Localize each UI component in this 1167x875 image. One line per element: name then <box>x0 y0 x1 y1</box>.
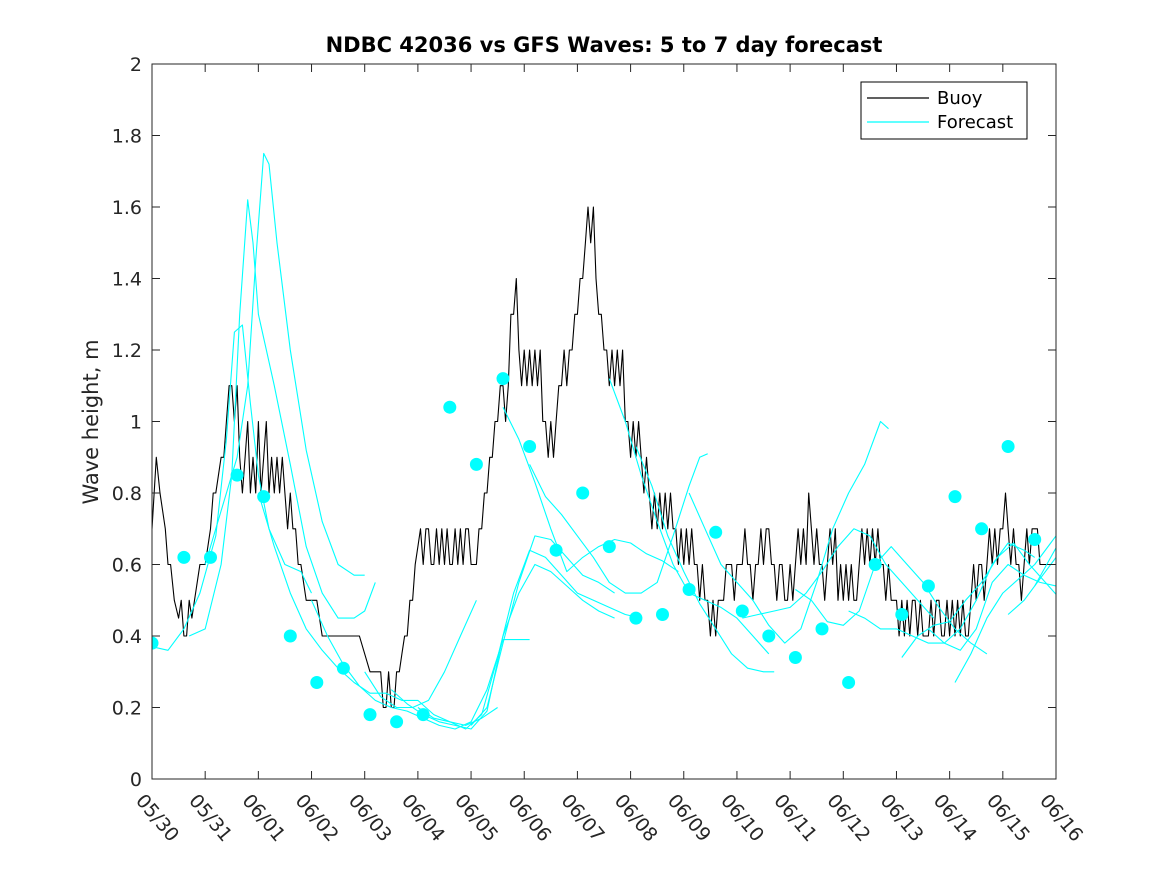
forecast-series-line-12 <box>635 446 775 673</box>
forecast-marker-20 <box>682 583 696 596</box>
forecast-marker-6 <box>310 676 324 689</box>
forecast-marker-27 <box>868 558 882 571</box>
y-tick-label: 0.4 <box>112 626 142 648</box>
buoy-series-line <box>152 206 1056 709</box>
y-tick-label: 1.2 <box>112 340 142 362</box>
y-axis-label: Wave height, m <box>79 339 103 504</box>
forecast-series-line-2 <box>204 152 365 576</box>
y-tick-label: 0.8 <box>112 483 142 505</box>
forecast-marker-11 <box>443 400 457 414</box>
forecast-marker-10 <box>416 708 430 722</box>
forecast-marker-3 <box>230 468 244 482</box>
forecast-marker-13 <box>496 372 510 386</box>
forecast-marker-21 <box>709 525 723 539</box>
forecast-marker-33 <box>1028 533 1042 546</box>
forecast-marker-24 <box>788 651 802 664</box>
forecast-marker-22 <box>735 604 749 618</box>
forecast-marker-16 <box>576 486 590 500</box>
forecast-marker-30 <box>948 490 962 504</box>
forecast-series-line-13 <box>688 420 889 644</box>
forecast-marker-4 <box>257 490 271 504</box>
chart-title: NDBC 42036 vs GFS Waves: 5 to 7 day fore… <box>326 33 883 57</box>
y-tick-label: 0.6 <box>112 555 142 577</box>
y-tick-label: 0 <box>130 769 142 791</box>
legend-box <box>860 81 1028 140</box>
forecast-marker-19 <box>656 608 669 621</box>
forecast-marker-2 <box>204 550 217 564</box>
forecast-marker-5 <box>283 629 297 643</box>
forecast-series-line-1 <box>188 199 376 637</box>
forecast-series-line-10 <box>529 453 708 594</box>
y-tick-label: 1.8 <box>112 126 142 148</box>
forecast-marker-8 <box>363 708 377 722</box>
forecast-marker-28 <box>895 608 909 621</box>
forecast-marker-23 <box>762 629 776 643</box>
forecast-marker-31 <box>975 522 989 536</box>
forecast-series-line-14 <box>742 528 935 619</box>
forecast-series-line-20 <box>1007 556 1056 615</box>
forecast-marker-14 <box>523 440 537 453</box>
forecast-series-line-0 <box>152 324 312 651</box>
forecast-series-line-18 <box>928 563 1056 651</box>
legend: Buoy Forecast <box>860 81 1028 140</box>
y-tick-label: 1.4 <box>112 269 142 291</box>
forecast-series-line-19 <box>954 534 1056 683</box>
forecast-marker-15 <box>549 543 563 557</box>
forecast-series-line-9 <box>502 406 679 573</box>
forecast-series-line-17 <box>901 542 1056 658</box>
forecast-marker-29 <box>921 579 935 593</box>
forecast-marker-32 <box>1001 440 1015 453</box>
data-layer <box>152 152 1056 730</box>
legend-label-forecast: Forecast <box>937 112 1013 133</box>
forecast-marker-7 <box>336 661 350 675</box>
forecast-series-line-5 <box>364 600 477 709</box>
y-tick-label: 2 <box>130 54 142 76</box>
forecast-marker-1 <box>177 550 191 564</box>
y-tick-label: 0.2 <box>112 698 142 720</box>
forecast-marker-25 <box>815 622 829 636</box>
forecast-marker-26 <box>842 676 856 689</box>
forecast-marker-9 <box>390 715 404 729</box>
forecast-series-line-8 <box>470 535 615 726</box>
forecast-marker-18 <box>629 611 643 625</box>
forecast-series-line-15 <box>795 546 988 655</box>
y-tick-label: 1.6 <box>112 197 142 219</box>
forecast-marker-12 <box>469 457 483 471</box>
y-tick-label: 1 <box>130 412 142 434</box>
plot-area <box>152 152 1056 730</box>
forecast-marker-17 <box>602 540 616 554</box>
forecast-marker-0 <box>152 636 159 650</box>
legend-label-buoy: Buoy <box>937 88 983 109</box>
